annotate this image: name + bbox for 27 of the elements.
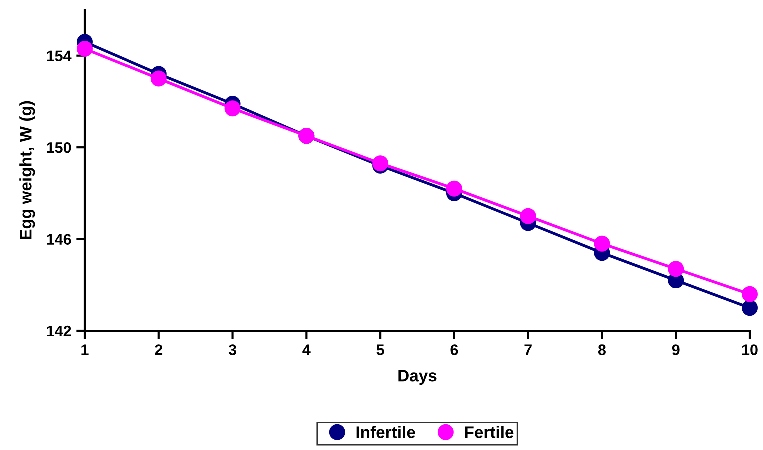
legend-label: Fertile <box>465 426 514 438</box>
point <box>520 208 536 224</box>
x-tick-label: 5 <box>376 344 384 356</box>
x-tick-label: 7 <box>524 344 532 356</box>
point <box>594 236 610 252</box>
x-tick-label: 8 <box>598 344 606 356</box>
x-axis-title: Days <box>398 370 437 386</box>
x-tick-label: 6 <box>450 344 458 356</box>
legend-label: Infertile <box>356 426 416 438</box>
x-tick-label: 10 <box>742 344 758 356</box>
x-tick-label: 2 <box>155 344 163 356</box>
x-tick-label: 1 <box>82 344 89 356</box>
point <box>742 300 758 316</box>
point <box>150 70 167 87</box>
y-axis-title: Egg weight, W (g) <box>20 101 36 240</box>
point <box>742 286 758 302</box>
y-tick-label: 150 <box>47 142 72 154</box>
point <box>446 180 462 197</box>
point <box>77 40 93 57</box>
x-tick-label: 4 <box>302 344 311 356</box>
y-tick-label: 142 <box>47 326 72 337</box>
point <box>224 100 241 117</box>
x-tick-label: 9 <box>672 344 680 356</box>
x-tick-label: 3 <box>228 344 236 356</box>
y-tick-label: 154 <box>47 50 72 62</box>
point <box>668 261 684 278</box>
y-tick-label: 146 <box>47 234 72 245</box>
